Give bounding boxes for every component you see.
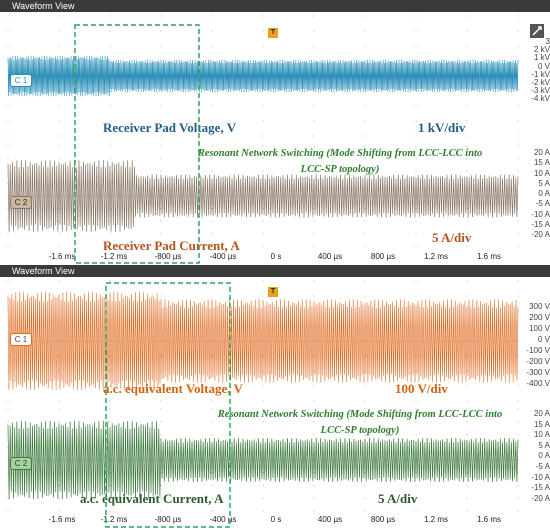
scale-tick: -2 kV bbox=[531, 78, 550, 88]
channel-1-plot[interactable]: a.c. equivalent Voltage, V 100 V/div 300… bbox=[0, 277, 550, 405]
scale-tick: -20 A bbox=[531, 230, 550, 240]
scale-tick: -15 A bbox=[531, 220, 550, 230]
time-tick: -1.2 ms bbox=[100, 515, 128, 524]
scale-tick: 2 kV bbox=[533, 45, 550, 55]
scale-tick: -4 kV bbox=[531, 94, 550, 104]
channel-1-badge[interactable]: C 1 bbox=[10, 333, 32, 346]
scale-tick: 0 V bbox=[537, 335, 550, 344]
time-tick: 400 µs bbox=[317, 252, 343, 261]
time-tick: 400 µs bbox=[317, 515, 343, 524]
channel-1-scale: 100 V/div bbox=[395, 381, 448, 396]
scale-tick: -300 V bbox=[526, 368, 550, 377]
scale-tick: 20 A bbox=[533, 409, 550, 418]
channel-2-badge[interactable]: C 2 bbox=[10, 196, 32, 209]
scale-tick: 5 A bbox=[538, 178, 550, 188]
scale-tick: 5 A bbox=[538, 440, 550, 450]
channel-1-label: a.c. equivalent Voltage, V bbox=[103, 381, 243, 396]
window-title-bar[interactable]: Waveform View bbox=[0, 265, 550, 277]
time-axis: -1.6 ms -1.2 ms -800 µs -400 µs 0 s 400 … bbox=[0, 515, 550, 525]
channel-2-label: Receiver Pad Current, A bbox=[103, 238, 240, 253]
highlight-box-1 bbox=[74, 24, 200, 264]
time-tick: -800 µs bbox=[154, 252, 182, 261]
scale-tick: -5 A bbox=[535, 461, 550, 471]
channel-1-scale-ticks: 3 2 kV 1 kV 0 V -1 kV -2 kV -3 kV -4 kV bbox=[510, 37, 550, 104]
channel-2-waveform bbox=[7, 145, 519, 247]
time-tick: 800 µs bbox=[370, 515, 396, 524]
cursor-tool-icon[interactable] bbox=[530, 24, 544, 38]
scale-tick: -3 kV bbox=[531, 86, 550, 96]
channel-1-scale: 1 kV/div bbox=[418, 120, 466, 135]
scale-tick: -10 A bbox=[531, 209, 550, 219]
scale-tick: 0 A bbox=[538, 189, 550, 199]
scale-tick: 200 V bbox=[529, 313, 550, 322]
switching-annotation: Resonant Network Switching (Mode Shiftin… bbox=[150, 146, 530, 178]
trigger-marker[interactable]: T bbox=[268, 287, 278, 297]
scale-tick: -15 A bbox=[531, 483, 550, 493]
annotation-line-2: LCC-SP topology) bbox=[320, 425, 400, 436]
highlight-box-2 bbox=[105, 282, 231, 528]
scale-tick: -20 A bbox=[531, 493, 550, 503]
scale-tick: -100 V bbox=[526, 346, 550, 355]
scale-tick: -200 V bbox=[526, 357, 550, 366]
scale-tick: -5 A bbox=[535, 199, 550, 209]
time-axis: -1.6 ms -1.2 ms -800 µs -400 µs 0 s 400 … bbox=[0, 252, 550, 262]
time-tick: -800 µs bbox=[154, 515, 182, 524]
scale-tick: 10 A bbox=[533, 168, 550, 178]
window-title: Waveform View bbox=[12, 1, 75, 11]
scale-tick: 3 bbox=[545, 37, 550, 46]
window-title: Waveform View bbox=[12, 266, 75, 276]
time-tick: 1.2 ms bbox=[423, 515, 449, 524]
time-tick: -1.2 ms bbox=[100, 252, 128, 261]
time-tick: -1.6 ms bbox=[48, 252, 76, 261]
scale-tick: 0 A bbox=[538, 451, 550, 461]
channel-1-plot[interactable]: Receiver Pad Voltage, V 1 kV/div 3 2 kV … bbox=[0, 12, 550, 140]
time-tick: 0 s bbox=[270, 252, 282, 261]
scale-tick: 1 kV bbox=[533, 53, 550, 63]
annotation-line-1: Resonant Network Switching (Mode Shiftin… bbox=[197, 148, 483, 159]
channel-2-scale: 5 A/div bbox=[378, 491, 418, 506]
scale-tick: 300 V bbox=[529, 302, 550, 311]
channel-2-scale-ticks: 20 A 15 A 10 A 5 A 0 A -5 A -10 A -15 A … bbox=[510, 148, 550, 241]
scale-tick: 0 V bbox=[537, 61, 550, 71]
channel-1-waveform bbox=[7, 15, 519, 137]
window-title-bar[interactable]: Waveform View bbox=[0, 0, 550, 12]
channel-2-plot[interactable]: Resonant Network Switching (Mode Shiftin… bbox=[0, 405, 550, 515]
time-tick: 1.6 ms bbox=[476, 515, 502, 524]
scale-tick: -400 V bbox=[526, 379, 550, 388]
time-tick: -1.6 ms bbox=[48, 515, 76, 524]
channel-2-scale-ticks: 20 A 15 A 10 A 5 A 0 A -5 A -10 A -15 A … bbox=[510, 409, 550, 504]
scale-tick: 20 A bbox=[533, 148, 550, 157]
time-tick: 1.2 ms bbox=[423, 252, 449, 261]
scale-tick: -1 kV bbox=[531, 69, 550, 79]
trigger-marker[interactable]: T bbox=[268, 28, 278, 38]
time-tick: -400 µs bbox=[209, 515, 237, 524]
channel-2-label: a.c. equivalent Current, A bbox=[80, 491, 224, 506]
switching-annotation: Resonant Network Switching (Mode Shiftin… bbox=[170, 407, 550, 439]
channel-2-scale: 5 A/div bbox=[432, 230, 472, 245]
scale-tick: -10 A bbox=[531, 472, 550, 482]
scale-tick: 15 A bbox=[533, 419, 550, 429]
annotation-line-1: Resonant Network Switching (Mode Shiftin… bbox=[217, 409, 503, 420]
scale-tick: 10 A bbox=[533, 430, 550, 440]
waveform-view-1: Waveform View Receiver Pad Voltage, V 1 … bbox=[0, 0, 550, 265]
channel-1-label: Receiver Pad Voltage, V bbox=[103, 120, 237, 135]
time-tick: -400 µs bbox=[209, 252, 237, 261]
channel-2-badge[interactable]: C 2 bbox=[10, 457, 32, 470]
channel-2-plot[interactable]: Resonant Network Switching (Mode Shiftin… bbox=[0, 142, 550, 253]
channel-2-waveform bbox=[7, 408, 519, 512]
channel-1-waveform bbox=[7, 280, 519, 402]
scale-tick: 100 V bbox=[529, 324, 550, 333]
channel-1-scale-ticks: 300 V 200 V 100 V 0 V -100 V -200 V -300… bbox=[510, 301, 550, 389]
waveform-view-2: Waveform View a.c. equivalent Voltage, V… bbox=[0, 265, 550, 530]
time-tick: 800 µs bbox=[370, 252, 396, 261]
scale-tick: 15 A bbox=[533, 158, 550, 168]
channel-1-badge[interactable]: C 1 bbox=[10, 74, 32, 87]
time-tick: 1.6 ms bbox=[476, 252, 502, 261]
annotation-line-2: LCC-SP topology) bbox=[300, 164, 380, 175]
time-tick: 0 s bbox=[270, 515, 282, 524]
